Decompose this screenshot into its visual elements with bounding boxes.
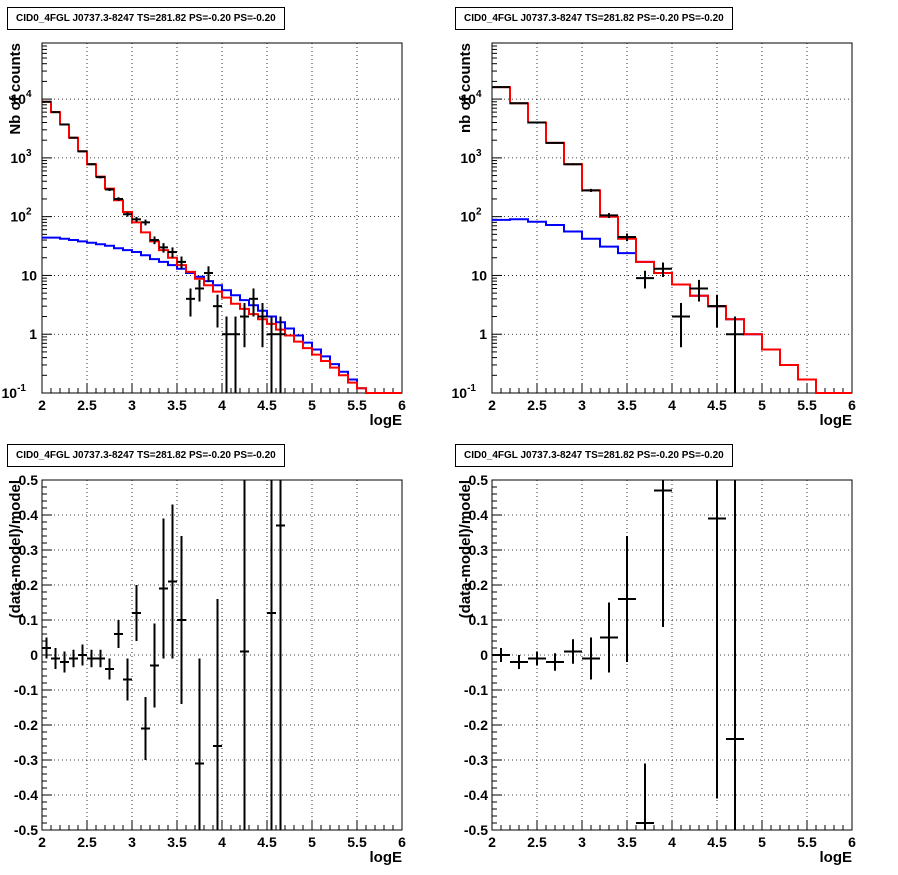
p3-y-tick-label: 0.1 — [19, 612, 39, 628]
p1-y-tick-label: 10 — [21, 267, 37, 283]
p1-x-tick-label: 4.5 — [257, 397, 277, 413]
p4-x-tick-label: 3 — [578, 834, 586, 850]
p3-x-tick-label: 3 — [128, 834, 136, 850]
p1-x-tick-label: 2.5 — [77, 397, 97, 413]
p2-y-axis-label: nb of counts — [457, 43, 474, 133]
p4-y-tick-label: -0.4 — [464, 787, 488, 803]
p2-x-tick-label: 5.5 — [797, 397, 817, 413]
p1-x-axis-label: logE — [370, 412, 403, 429]
p4-y-tick-label: 0.3 — [469, 542, 489, 558]
p3-y-axis-label: (data-model)/model — [7, 480, 24, 618]
p4-y-tick-label: -0.5 — [464, 822, 488, 838]
p1-x-tick-label: 3 — [128, 397, 136, 413]
p4-y-tick-label: -0.1 — [464, 682, 488, 698]
p1-x-tick-label: 5 — [308, 397, 316, 413]
p2-x-tick-label: 2 — [488, 397, 496, 413]
p4-x-tick-label: 2.5 — [527, 834, 547, 850]
p1-y-tick-label: 10-1 — [2, 383, 27, 401]
p3-x-tick-label: 2 — [38, 834, 46, 850]
p3-y-tick-label: -0.4 — [14, 787, 38, 803]
p3-x-tick-label: 4 — [218, 834, 226, 850]
p2-x-tick-label: 6 — [848, 397, 856, 413]
p4-y-tick-label: 0 — [480, 647, 488, 663]
p2-x-tick-label: 2.5 — [527, 397, 547, 413]
p3-x-tick-label: 4.5 — [257, 834, 277, 850]
panel-4-title: CID0_4FGL J0737.3-8247 TS=281.82 PS=-0.2… — [455, 444, 733, 467]
p3-x-tick-label: 2.5 — [77, 834, 97, 850]
p2-y-tick-label: 10 — [471, 267, 487, 283]
p1-x-tick-label: 4 — [218, 397, 226, 413]
panel-3-title: CID0_4FGL J0737.3-8247 TS=281.82 PS=-0.2… — [7, 444, 285, 467]
p4-x-tick-label: 4 — [668, 834, 676, 850]
p2-x-axis-label: logE — [820, 412, 853, 429]
p2-y-tick-label: 102 — [460, 207, 482, 225]
p2-x-tick-label: 3.5 — [617, 397, 637, 413]
p3-y-tick-label: -0.2 — [14, 717, 38, 733]
p4-y-tick-label: 0.1 — [469, 612, 489, 628]
p4-y-tick-label: -0.2 — [464, 717, 488, 733]
p1-y-tick-label: 102 — [10, 207, 32, 225]
p1-x-tick-label: 5.5 — [347, 397, 367, 413]
p3-y-tick-label: 0.4 — [19, 507, 39, 523]
panel-1-title: CID0_4FGL J0737.3-8247 TS=281.82 PS=-0.2… — [7, 7, 285, 30]
p3-x-axis-label: logE — [370, 849, 403, 866]
p3-y-tick-label: 0.5 — [19, 472, 39, 488]
p3-y-tick-label: -0.1 — [14, 682, 38, 698]
p4-y-tick-label: 0.2 — [469, 577, 489, 593]
p2-y-tick-label: 103 — [460, 148, 482, 166]
p2-y-tick-label: 1 — [479, 326, 487, 342]
p1-y-tick-label: 1 — [29, 326, 37, 342]
p1-x-tick-label: 2 — [38, 397, 46, 413]
p3-y-tick-label: 0.2 — [19, 577, 39, 593]
p1-y-axis-label: Nb of counts — [7, 43, 24, 135]
p3-y-tick-label: -0.5 — [14, 822, 38, 838]
p1-x-tick-label: 6 — [398, 397, 406, 413]
p4-y-tick-label: 0.4 — [469, 507, 489, 523]
p4-x-tick-label: 6 — [848, 834, 856, 850]
p4-x-tick-label: 5.5 — [797, 834, 817, 850]
p3-x-tick-label: 6 — [398, 834, 406, 850]
panel-2-title: CID0_4FGL J0737.3-8247 TS=281.82 PS=-0.2… — [455, 7, 733, 30]
p3-y-tick-label: -0.3 — [14, 752, 38, 768]
p3-x-tick-label: 5.5 — [347, 834, 367, 850]
p2-x-tick-label: 5 — [758, 397, 766, 413]
p1-x-tick-label: 3.5 — [167, 397, 187, 413]
p2-x-tick-label: 4 — [668, 397, 676, 413]
p4-x-axis-label: logE — [820, 849, 853, 866]
p4-y-tick-label: 0.5 — [469, 472, 489, 488]
p4-x-tick-label: 2 — [488, 834, 496, 850]
p4-x-tick-label: 5 — [758, 834, 766, 850]
p2-y-tick-label: 10-1 — [452, 383, 477, 401]
p3-y-tick-label: 0.3 — [19, 542, 39, 558]
p4-y-axis-label: (data-model)/model — [457, 480, 474, 618]
p4-y-tick-label: -0.3 — [464, 752, 488, 768]
p4-x-tick-label: 4.5 — [707, 834, 727, 850]
p3-x-tick-label: 5 — [308, 834, 316, 850]
p2-x-tick-label: 3 — [578, 397, 586, 413]
p3-x-tick-label: 3.5 — [167, 834, 187, 850]
p2-x-tick-label: 4.5 — [707, 397, 727, 413]
p1-y-tick-label: 103 — [10, 148, 32, 166]
p3-y-tick-label: 0 — [30, 647, 38, 663]
p4-x-tick-label: 3.5 — [617, 834, 637, 850]
